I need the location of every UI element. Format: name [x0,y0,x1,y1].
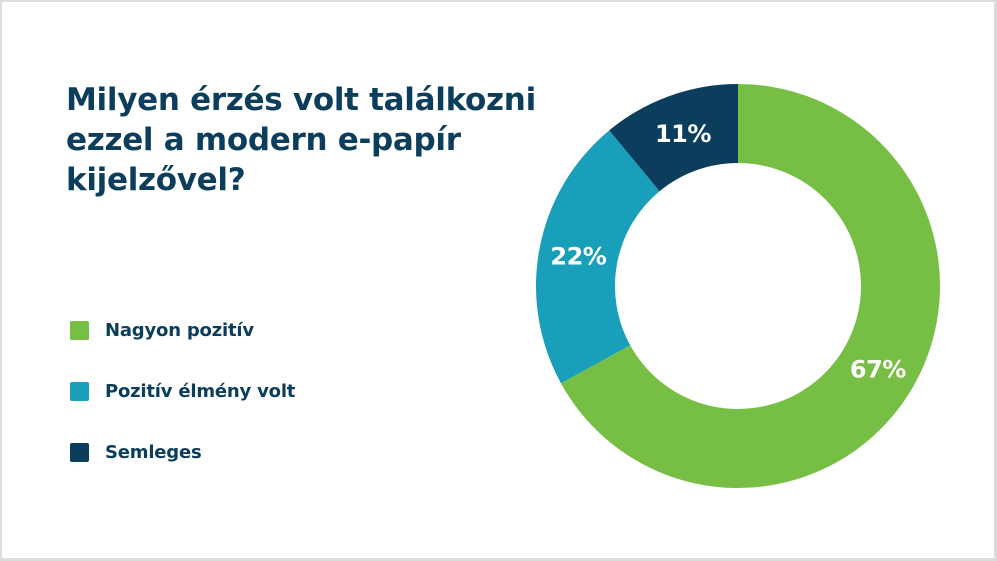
legend-label: Pozitív élmény volt [105,380,296,402]
slice-percent-label: 67% [850,356,906,384]
chart-legend: Nagyon pozitív Pozitív élmény volt Semle… [70,316,295,499]
slice-percent-label: 22% [550,243,606,271]
donut-slices [536,84,940,488]
donut-slice-semleges [609,84,738,192]
legend-item-nagyon-pozitiv: Nagyon pozitív [70,316,295,344]
legend-swatch-teal [70,381,89,401]
slice-percent-label: 11% [655,120,711,148]
legend-label: Nagyon pozitív [105,319,254,341]
legend-item-pozitiv-elmeny: Pozitív élmény volt [70,377,295,405]
legend-item-semleges: Semleges [70,438,295,466]
donut-slice-pozitív-élmény-volt [536,130,660,384]
legend-swatch-navy [70,442,89,462]
legend-swatch-green [70,320,89,340]
legend-label: Semleges [105,441,202,463]
chart-title: Milyen érzés volt találkozni ezzel a mod… [66,82,536,198]
donut-slice-nagyon-pozitív [560,84,940,488]
donut-slice-labels: 67% 22% 11% [550,120,906,384]
